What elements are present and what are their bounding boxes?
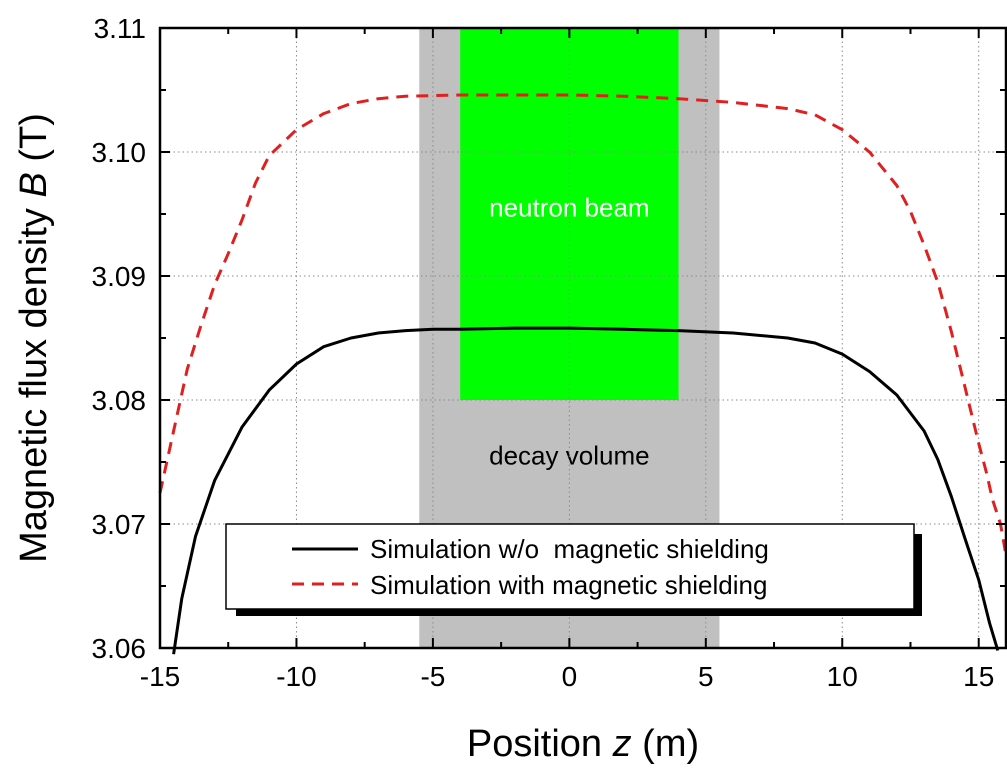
y-tick-label: 3.06: [92, 633, 147, 664]
y-axis-title: Magnetic flux density B (T): [13, 113, 55, 563]
x-tick-label: 10: [827, 661, 858, 692]
x-axis-title: Position z (m): [467, 723, 699, 765]
x-tick-label: -10: [276, 661, 316, 692]
x-axis-title-var: z: [612, 723, 632, 765]
legend-label-1: Simulation with magnetic shielding: [370, 570, 767, 600]
series-line-0: [172, 326, 1000, 655]
x-axis-title-unit: (m): [632, 723, 700, 765]
y-axis-title-unit: (T): [13, 113, 55, 172]
series-line-1: [158, 93, 1007, 556]
x-tick-label: 15: [963, 661, 994, 692]
series-layer: [158, 93, 1007, 655]
x-axis-title-main: Position: [467, 723, 613, 765]
x-tick-label: 5: [698, 661, 714, 692]
y-axis-title-main: Magnetic flux density: [13, 198, 55, 563]
y-axis-title-var: B: [13, 172, 55, 197]
tick-labels-layer: -15 -10 -5 0 5 10 15 3.06 3.07 3.08 3.09 3.10 3.11: [92, 13, 995, 692]
legend-label-0: Simulation w/o magnetic shielding: [370, 534, 769, 564]
y-tick-label: 3.07: [92, 509, 147, 540]
x-tick-label: -15: [140, 661, 180, 692]
y-tick-label: 3.10: [92, 137, 147, 168]
y-tick-label: 3.08: [92, 385, 147, 416]
y-tick-label: 3.11: [94, 13, 146, 44]
legend: Simulation w/o magnetic shielding Simula…: [225, 523, 922, 616]
x-tick-label: -5: [420, 661, 445, 692]
ticks-layer: [159, 27, 1006, 649]
legend-box: [225, 523, 915, 610]
y-tick-label: 3.09: [92, 261, 147, 292]
x-tick-label: 0: [562, 661, 578, 692]
